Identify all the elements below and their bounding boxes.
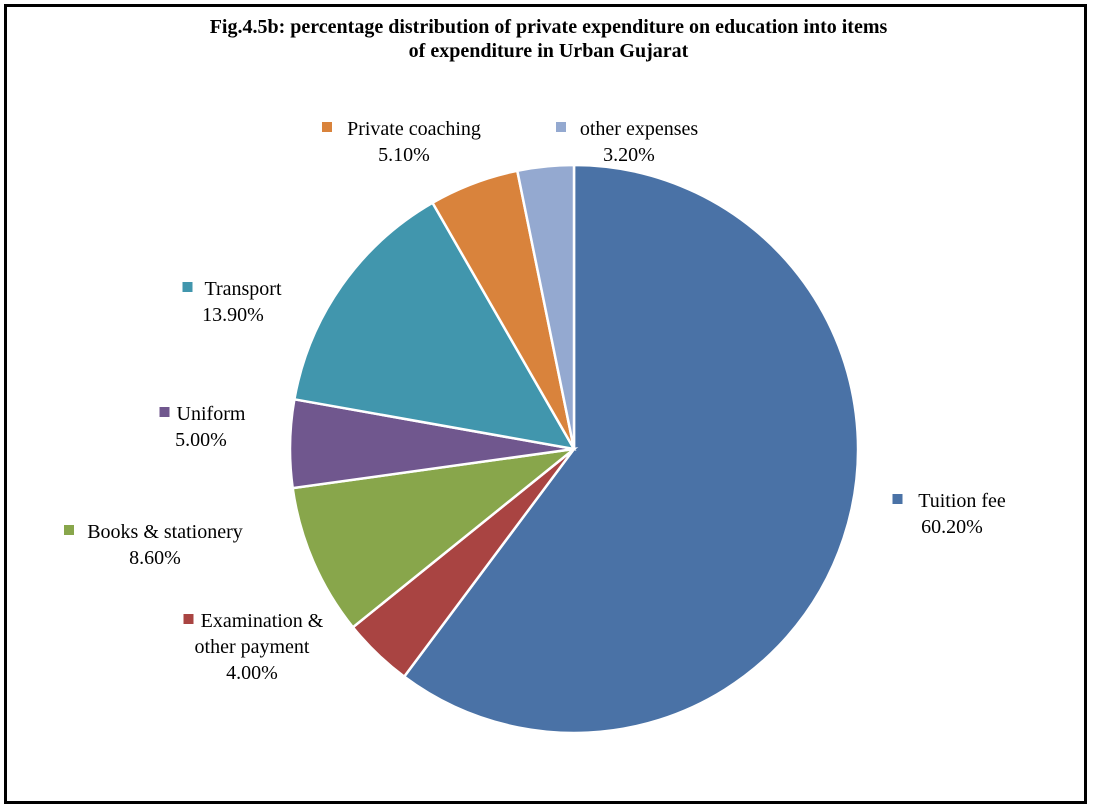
- pie-slice-tuition-fee: [402, 163, 860, 735]
- legend-marker: [892, 494, 903, 504]
- data-label-private-coaching: Private coaching 5.10%: [322, 118, 481, 166]
- legend-marker: [322, 122, 332, 132]
- data-label-value: 60.20%: [921, 516, 983, 538]
- data-label-examination-other-payment: Examination & other payment 4.00%: [183, 610, 324, 684]
- data-label-name: other payment: [195, 636, 310, 658]
- pie-slice-other-expenses: [515, 163, 576, 450]
- chart-title-line-2: of expenditure in Urban Gujarat: [408, 40, 689, 62]
- data-label-name: Examination &: [201, 610, 324, 632]
- data-label-value: 5.10%: [378, 144, 430, 166]
- data-label-tuition-fee: Tuition fee 60.20%: [892, 490, 1006, 538]
- legend-marker: [64, 525, 74, 535]
- chart-frame: Fig.4.5b: percentage distribution of pri…: [4, 4, 1087, 804]
- data-label-name: Tuition fee: [918, 490, 1006, 512]
- legend-marker: [556, 122, 566, 132]
- data-label-transport: Transport 13.90%: [182, 278, 282, 326]
- data-label-value: 5.00%: [175, 429, 227, 451]
- data-label-value: 3.20%: [603, 144, 655, 166]
- data-label-name: Books & stationery: [87, 521, 243, 543]
- legend-marker: [183, 614, 194, 624]
- data-label-name: other expenses: [580, 118, 699, 140]
- chart-title: Fig.4.5b: percentage distribution of pri…: [7, 15, 1090, 63]
- legend-marker: [182, 282, 193, 292]
- data-label-other-expenses: other expenses 3.20%: [556, 118, 698, 166]
- pie-chart: Tuition fee 60.20% Examination & other paym…: [64, 118, 1006, 735]
- pie-slice-transport: [292, 201, 577, 451]
- data-label-name: Transport: [204, 278, 281, 300]
- data-label-books-stationery: Books & stationery 8.60%: [64, 521, 243, 569]
- data-label-value: 8.60%: [129, 547, 181, 569]
- pie-slice-books-stationery: [291, 447, 579, 630]
- legend-marker: [159, 407, 170, 417]
- data-label-value: 4.00%: [226, 662, 278, 684]
- chart-title-line-1: Fig.4.5b: percentage distribution of pri…: [209, 16, 888, 38]
- data-label-name: Uniform: [177, 403, 246, 425]
- data-label-uniform: Uniform 5.00%: [159, 403, 246, 451]
- data-label-name: Private coaching: [347, 118, 481, 140]
- data-label-value: 13.90%: [202, 304, 264, 326]
